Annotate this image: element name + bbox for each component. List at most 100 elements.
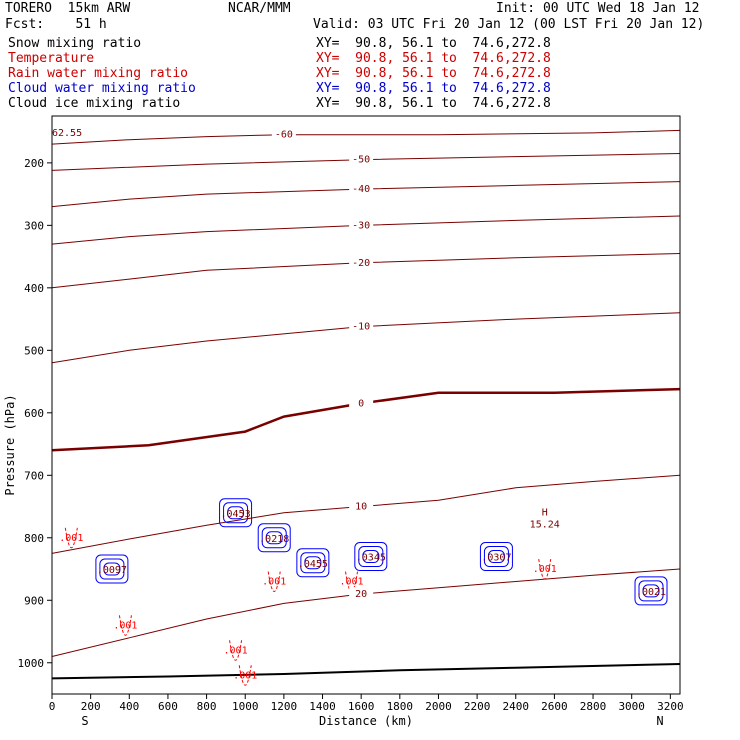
cloud-water-contour [304, 556, 322, 570]
isotherm-line [51, 215, 681, 245]
x-tick-label: 1600 [348, 700, 375, 713]
y-tick-label: 400 [24, 282, 44, 295]
x-tick-label: 2800 [580, 700, 607, 713]
y-axis-label: Pressure (hPa) [3, 394, 17, 495]
header-model: TORERO 15km ARW [5, 1, 131, 16]
isotherm-label: -30 [352, 220, 370, 231]
rain-contour [238, 665, 252, 686]
cloud-water-contour [95, 554, 129, 584]
x-tick-label: 0 [49, 700, 56, 713]
isotherm-label-bg [349, 255, 374, 268]
isotherm-line [51, 312, 681, 364]
cloud-water-contour [638, 580, 664, 602]
isotherm-label: -40 [352, 184, 370, 195]
legend-rain-name: Rain water mixing ratio [8, 66, 189, 81]
legend-cloud-water-name: Cloud water mixing ratio [8, 81, 196, 96]
isotherm-label-bg [349, 499, 374, 512]
rain-value-label: .001 [339, 577, 363, 588]
y-tick-label: 700 [24, 469, 44, 482]
isotherm-label: 0 [358, 398, 364, 409]
end-label-south: S [81, 714, 88, 728]
cloud-water-contour [227, 506, 245, 520]
cloud-value-label: .0021 [636, 587, 666, 598]
plot-frame [51, 115, 681, 695]
y-tick-label: 900 [24, 594, 44, 607]
x-tick-label: 400 [119, 700, 139, 713]
x-tick-label: 800 [197, 700, 217, 713]
x-tick-label: 200 [81, 700, 101, 713]
isotherm-label: 10 [355, 502, 367, 513]
cloud-water-contour [634, 576, 668, 606]
cloud-water-contour [219, 498, 253, 528]
y-tick-label: 300 [24, 219, 44, 232]
rain-contour [538, 558, 552, 580]
cloud-water-contour [358, 546, 384, 568]
isotherm-label-bg [349, 396, 374, 409]
cloud-water-contour [223, 502, 249, 524]
cloud-water-contour [479, 542, 513, 572]
isotherm-label-bg [271, 127, 296, 140]
x-tick-label: 2400 [503, 700, 530, 713]
rain-value-label: .001 [262, 577, 286, 588]
y-tick-label: 200 [24, 157, 44, 170]
cloud-value-label: .0455 [298, 559, 328, 570]
legend-cloud-ice-xy: XY= 90.8, 56.1 to 74.6,272.8 [316, 96, 551, 111]
header-init: Init: 00 UTC Wed 18 Jan 12 [496, 1, 700, 16]
isotherm-line [51, 129, 681, 145]
isotherm-line [51, 181, 681, 208]
x-tick-label: 1000 [232, 700, 259, 713]
max-marker-value: 15.24 [530, 519, 560, 530]
isotherm-label-bg [349, 319, 374, 332]
y-tick-label: 800 [24, 532, 44, 545]
y-tick-label: 600 [24, 407, 44, 420]
legend-temperature-name: Temperature [8, 51, 95, 66]
x-tick-label: 2600 [541, 700, 568, 713]
rain-contour [267, 571, 281, 593]
y-tick-label: 500 [24, 344, 44, 357]
isotherm-label: -50 [352, 155, 370, 166]
cloud-water-contour [487, 550, 505, 564]
isotherm-line [51, 474, 681, 554]
rain-contour [229, 640, 243, 661]
header-center: NCAR/MMM [228, 1, 291, 16]
legend-snow-xy: XY= 90.8, 56.1 to 74.6,272.8 [316, 36, 551, 51]
rain-value-label: .001 [533, 564, 557, 575]
isotherm-label-bg [349, 218, 374, 231]
isotherm-line [51, 253, 681, 289]
x-tick-label: 2200 [464, 700, 491, 713]
isotherm-label-bg [349, 587, 374, 600]
rain-value-label: .001 [233, 670, 257, 681]
max-marker-h: H [542, 507, 548, 518]
header-fcst: Fcst: 51 h [5, 17, 107, 32]
x-tick-label: 3000 [618, 700, 645, 713]
rain-contour [118, 615, 132, 636]
rain-value-label: .001 [59, 533, 83, 544]
cloud-value-label: .0453 [221, 509, 251, 520]
legend-cloud-ice-name: Cloud ice mixing ratio [8, 96, 181, 111]
top-value-label: 62.55 [52, 128, 82, 139]
isotherm-label: 20 [355, 589, 367, 600]
cloud-water-contour [257, 523, 291, 553]
legend-rain-xy: XY= 90.8, 56.1 to 74.6,272.8 [316, 66, 551, 81]
end-label-north: N [656, 714, 663, 728]
cloud-water-contour [296, 548, 330, 578]
rain-value-label: .001 [224, 645, 248, 656]
cloud-water-contour [99, 558, 125, 580]
cloud-water-contour [265, 531, 283, 545]
cloud-water-contour [483, 546, 509, 568]
isotherm-label-bg [349, 152, 374, 165]
isotherm-label: -10 [352, 322, 370, 333]
x-tick-label: 3200 [657, 700, 684, 713]
cloud-water-contour [362, 550, 380, 564]
y-tick-label: 1000 [18, 657, 45, 670]
header-valid: Valid: 03 UTC Fri 20 Jan 12 (00 LST Fri … [313, 17, 705, 32]
legend-cloud-water-xy: XY= 90.8, 56.1 to 74.6,272.8 [316, 81, 551, 96]
legend-snow-name: Snow mixing ratio [8, 36, 142, 51]
cloud-value-label: .0345 [356, 553, 386, 564]
isotherm-line [51, 387, 681, 452]
x-tick-label: 600 [158, 700, 178, 713]
isotherm-label-bg [349, 182, 374, 195]
cloud-value-label: .0218 [259, 534, 289, 545]
x-tick-label: 1200 [271, 700, 298, 713]
